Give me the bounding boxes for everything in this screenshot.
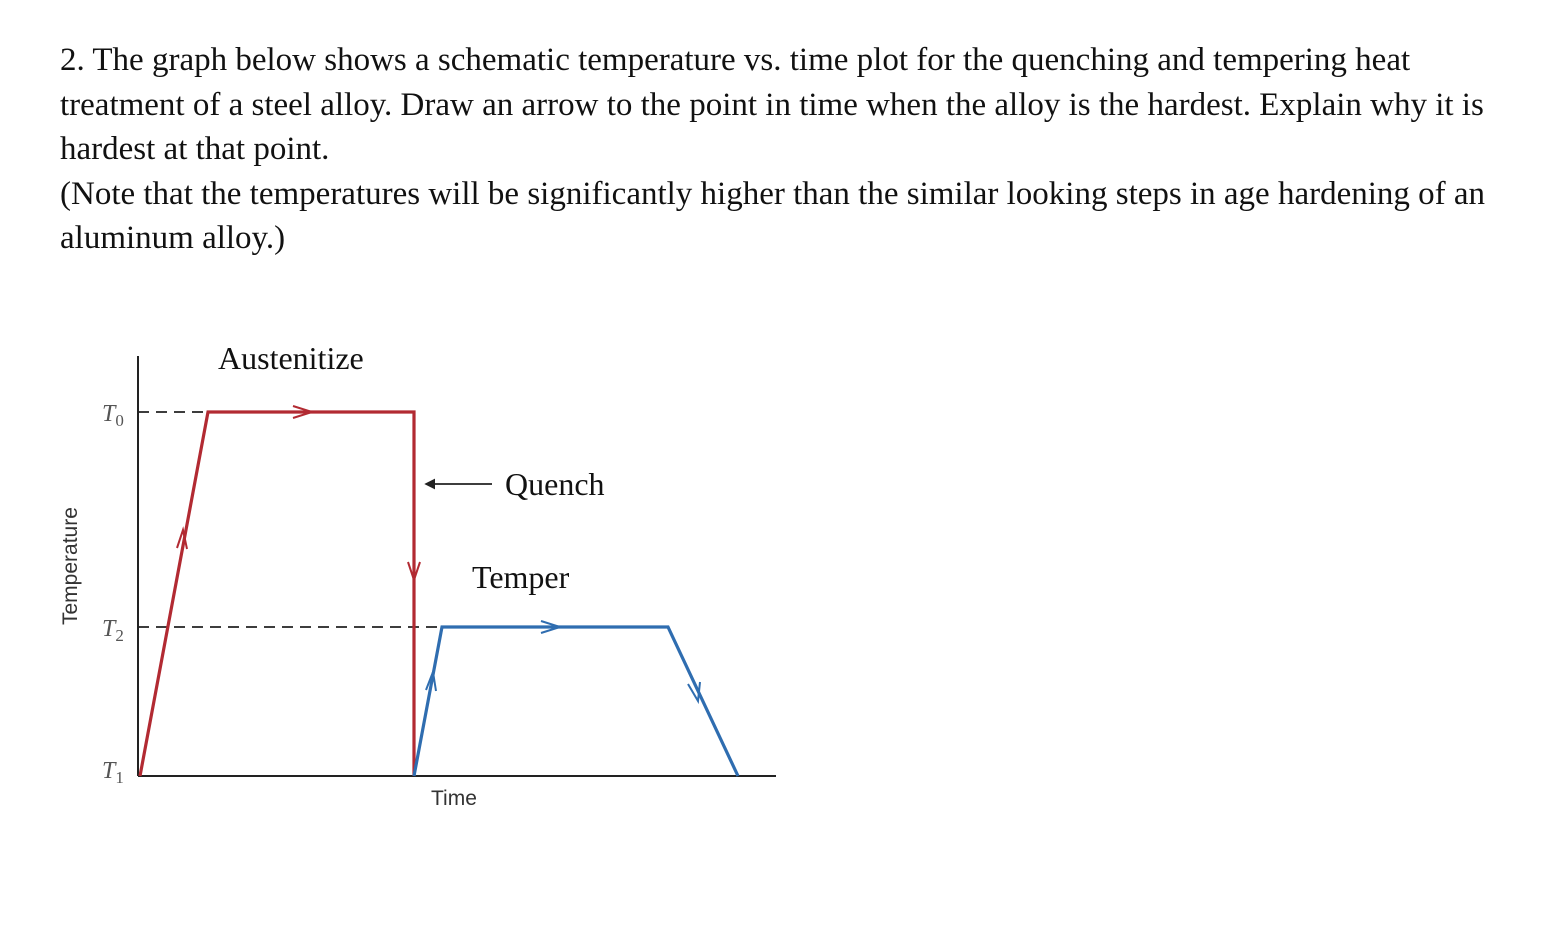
austenitize-quench-path <box>138 410 416 777</box>
heating-direction-arrow <box>176 526 188 550</box>
temper-heating-arrow <box>425 668 437 692</box>
temper-hold-arrow <box>540 620 564 634</box>
temper-cooling-arrow <box>687 681 701 705</box>
question-paragraph-1: 2. The graph below shows a schematic tem… <box>60 42 1484 167</box>
t2-tick-letter: T <box>102 616 117 642</box>
quench-direction-arrow <box>407 561 421 584</box>
question-paragraph-2: (Note that the temperatures will be sign… <box>60 175 1486 257</box>
austenitize-direction-arrow <box>292 405 316 419</box>
t0-tick-subscript: 0 <box>115 411 124 430</box>
t1-tick-letter: T <box>102 758 117 784</box>
austenitize-label: Austenitize <box>218 340 364 376</box>
quench-label: Quench <box>505 466 605 502</box>
t0-tick-letter: T <box>102 401 117 427</box>
temper-label: Temper <box>472 559 570 595</box>
x-axis-label: Time <box>431 787 477 810</box>
t2-tick-label: T2 <box>102 616 124 645</box>
question-text: 2. The graph below shows a schematic tem… <box>60 38 1500 261</box>
t2-tick-subscript: 2 <box>115 626 124 645</box>
t0-tick-label: T0 <box>102 401 124 430</box>
t1-tick-label: T1 <box>102 758 124 787</box>
y-axis-label: Temperature <box>59 507 82 625</box>
temper-path <box>412 625 740 777</box>
t1-tick-subscript: 1 <box>115 768 124 787</box>
